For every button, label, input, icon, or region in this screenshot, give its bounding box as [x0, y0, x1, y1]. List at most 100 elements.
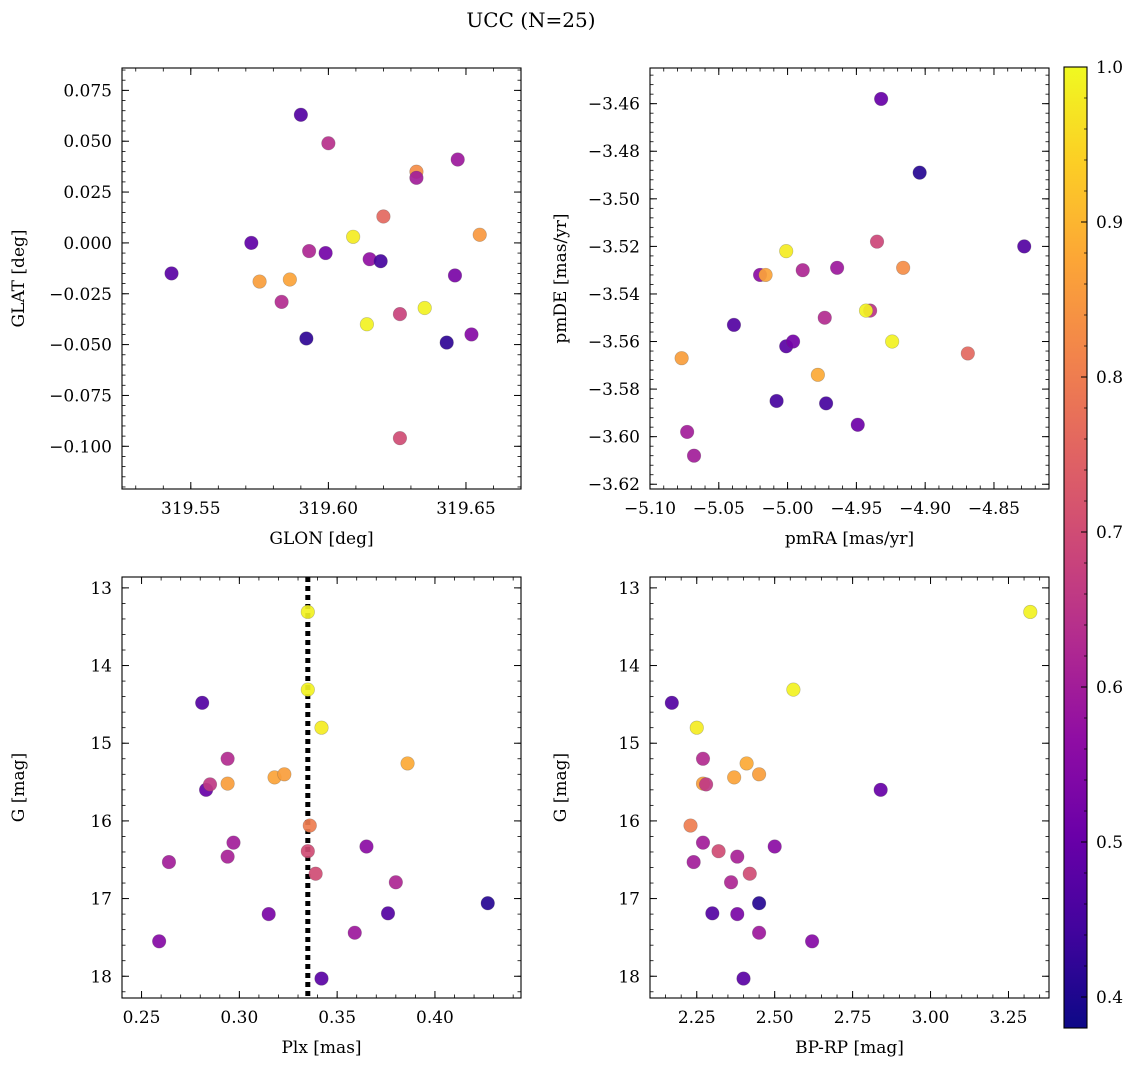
colorbar-tick-label: 0.5	[1096, 833, 1123, 853]
colorbar-gradient	[1063, 66, 1088, 1029]
y-tick-label: −3.62	[588, 475, 640, 495]
data-point	[314, 971, 329, 986]
x-tick-label: −5.05	[693, 499, 745, 519]
x-tick-label: 0.25	[123, 1008, 161, 1028]
data-point	[1023, 604, 1038, 620]
data-point	[689, 720, 704, 735]
y-tick-label: 16	[90, 812, 112, 832]
axes-frame	[649, 67, 1050, 490]
colorbar-tick-label: 0.7	[1096, 523, 1123, 543]
figure-title: UCC (N=25)	[466, 8, 595, 32]
data-point	[282, 272, 297, 287]
x-tick-label: −5.10	[624, 499, 676, 519]
data-point	[346, 229, 361, 244]
y-tick-label: −3.50	[588, 190, 640, 210]
data-point	[752, 767, 767, 782]
data-point	[819, 396, 834, 411]
axes-frame	[649, 576, 1050, 999]
data-point	[480, 896, 495, 911]
data-point	[300, 604, 315, 620]
data-point	[912, 165, 927, 180]
data-point	[786, 682, 801, 697]
data-point	[680, 424, 695, 440]
data-point	[450, 152, 465, 167]
data-point	[152, 934, 167, 949]
x-tick-label: 0.30	[220, 1008, 258, 1028]
data-point	[804, 934, 820, 949]
data-point	[730, 849, 745, 864]
data-point	[321, 136, 336, 151]
y-tick-label: 14	[90, 657, 112, 677]
data-point	[695, 751, 711, 766]
y-tick-label: −0.100	[49, 437, 112, 457]
y-tick-label: −3.58	[588, 380, 640, 400]
data-point	[742, 866, 757, 881]
data-point	[686, 448, 702, 463]
panel-1: 319.55 319.60 319.65 0.075 0.050 0.025 0.000 −0…	[9, 67, 522, 549]
y-tick-label: −3.60	[588, 428, 640, 448]
data-point	[758, 267, 773, 283]
data-point	[464, 327, 479, 342]
x-tick-label: 0.35	[318, 1008, 356, 1028]
data-point	[960, 346, 975, 361]
x-axis-label: BP-RP [mag]	[795, 1038, 904, 1058]
colorbar: 0.4 0.5 0.6 0.7 0.8 0.9 1.0	[1063, 58, 1123, 1029]
colorbar-tick-label: 0.4	[1096, 988, 1123, 1008]
y-tick-label: 13	[618, 579, 640, 599]
colorbar-tick-label: 1.0	[1096, 58, 1123, 78]
data-point	[727, 770, 742, 785]
data-point	[723, 875, 739, 890]
y-tick-label: 0.050	[63, 132, 112, 152]
x-tick-label: 0.40	[416, 1008, 454, 1028]
y-tick-label: 16	[618, 812, 640, 832]
panel-2: −5.10 −5.05 −5.00 −4.95 −4.90 −4.85 −3.46 −3.48…	[551, 67, 1050, 549]
data-point	[277, 767, 292, 782]
y-tick-label: 0.075	[63, 81, 112, 101]
data-point	[1017, 239, 1032, 254]
data-point	[392, 306, 408, 322]
data-point	[699, 777, 714, 792]
data-point	[785, 334, 801, 349]
data-point	[752, 925, 767, 940]
data-point	[705, 906, 720, 921]
data-point	[726, 317, 742, 332]
x-tick-label: 319.55	[161, 499, 220, 519]
data-point	[674, 351, 689, 366]
y-axis-label: G [mag]	[9, 753, 29, 822]
y-tick-label: 18	[618, 967, 640, 987]
data-point	[447, 268, 463, 283]
data-point	[299, 331, 314, 346]
data-point	[359, 839, 374, 854]
data-point	[711, 844, 726, 859]
data-point	[830, 260, 845, 275]
data-point	[302, 243, 317, 259]
data-point	[873, 782, 888, 797]
y-tick-label: 0.025	[63, 183, 112, 203]
data-point	[896, 260, 911, 275]
y-tick-label: −3.54	[588, 285, 640, 305]
data-point	[318, 245, 333, 261]
data-point	[869, 234, 885, 249]
data-point	[293, 107, 308, 122]
panel-4: 2.25 2.50 2.75 3.00 3.25 13 14 15 16 17 18 BP-RP [m…	[551, 576, 1050, 1058]
y-tick-label: −0.050	[49, 336, 112, 356]
data-point	[359, 317, 375, 332]
y-tick-label: −3.56	[588, 333, 640, 353]
data-point	[409, 170, 424, 185]
y-tick-label: −0.025	[49, 285, 112, 305]
data-point	[817, 310, 832, 325]
data-point	[739, 756, 754, 771]
data-point	[308, 866, 323, 881]
data-point	[795, 263, 810, 278]
y-axis-label: GLAT [deg]	[9, 229, 29, 327]
data-point	[392, 431, 408, 446]
panel-3: 0.25 0.30 0.35 0.40 13 14 15 16 17 18 Plx [mas] G […	[9, 576, 522, 1058]
x-tick-label: 3.25	[990, 1008, 1028, 1028]
y-tick-label: 14	[618, 657, 640, 677]
data-point	[885, 334, 900, 349]
data-point	[380, 906, 396, 921]
data-point	[220, 776, 235, 791]
y-tick-label: −0.075	[49, 386, 112, 406]
y-tick-label: 18	[90, 967, 112, 987]
data-point	[767, 839, 782, 854]
